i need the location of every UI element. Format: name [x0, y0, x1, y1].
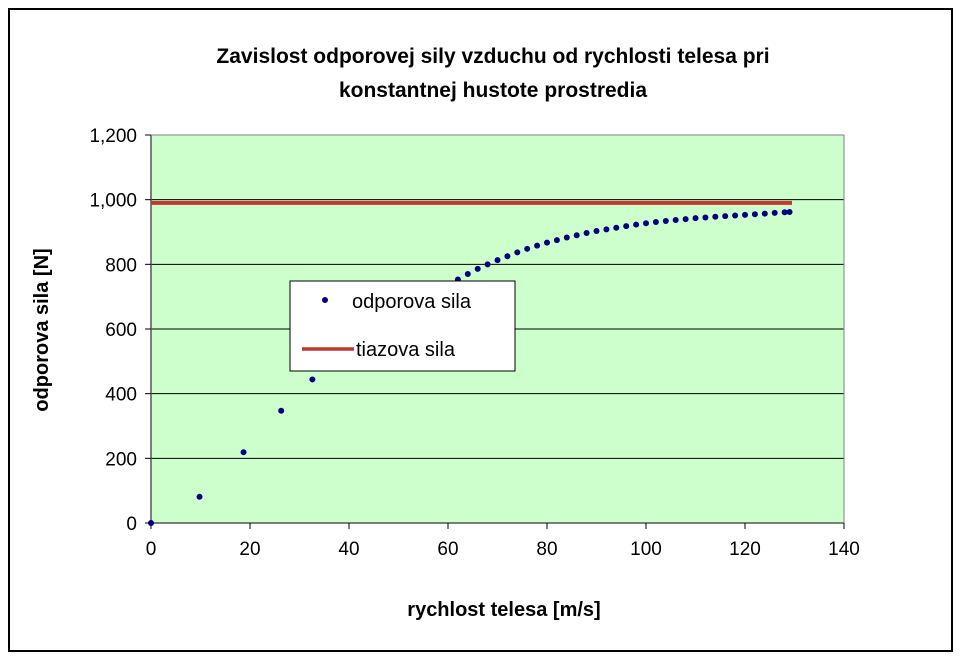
point-odporova-sila-9: [494, 257, 501, 264]
chart-title-line-2: konstantnej hustote prostredia: [339, 79, 647, 102]
point-odporova-sila-13: [534, 242, 541, 249]
x-tick-label-100: 100: [630, 539, 662, 560]
y-tick-label-0: 0: [126, 514, 137, 535]
point-odporova-sila-34: [742, 211, 748, 218]
point-odporova-sila-20: [603, 226, 610, 233]
point-odporova-sila-25: [652, 218, 659, 225]
legend-marker-odporova-sila: [322, 297, 328, 303]
point-odporova-sila-16: [563, 234, 570, 241]
point-odporova-sila-19: [593, 228, 600, 235]
y-tick-label-800: 800: [105, 255, 137, 276]
x-tick-label-40: 40: [338, 539, 359, 560]
legend-label-tiazova-sila: tiazova sila: [356, 339, 456, 361]
chart-title-line-1: Zavislost odporovej sily vzduchu od rych…: [216, 45, 769, 68]
point-odporova-sila-31: [712, 213, 719, 220]
point-odporova-sila-0: [148, 520, 154, 526]
point-odporova-sila-2: [240, 449, 247, 456]
x-tick-label-0: 0: [146, 539, 157, 560]
point-odporova-sila-11: [514, 249, 521, 256]
point-odporova-sila-26: [662, 218, 669, 225]
point-odporova-sila-39: [786, 208, 793, 215]
point-odporova-sila-36: [761, 210, 768, 217]
legend: odporova sila tiazova sila: [289, 280, 516, 372]
chart-svg: Zavislost odporovej sily vzduchu od rych…: [31, 45, 860, 621]
x-tick-label-20: 20: [239, 539, 260, 560]
x-tick-label-140: 140: [828, 539, 860, 560]
point-odporova-sila-22: [623, 223, 630, 230]
point-odporova-sila-21: [613, 224, 620, 231]
y-tick-label-200: 200: [105, 449, 137, 470]
point-odporova-sila-6: [464, 271, 471, 278]
point-odporova-sila-15: [553, 237, 560, 244]
point-odporova-sila-30: [702, 214, 709, 221]
y-tick-label-600: 600: [105, 320, 137, 341]
point-odporova-sila-10: [504, 253, 511, 260]
chart-frame: Zavislost odporovej sily vzduchu od rych…: [8, 8, 953, 652]
point-odporova-sila-35: [751, 211, 758, 218]
legend-box: [289, 280, 516, 372]
point-odporova-sila-18: [583, 229, 590, 236]
x-tick-label-120: 120: [729, 539, 761, 560]
point-odporova-sila-8: [484, 261, 491, 268]
point-odporova-sila-38: [781, 209, 788, 216]
point-odporova-sila-12: [524, 245, 531, 252]
point-odporova-sila-24: [643, 220, 649, 227]
point-odporova-sila-28: [682, 216, 689, 223]
point-odporova-sila-33: [732, 212, 739, 219]
point-odporova-sila-1: [196, 493, 203, 500]
point-odporova-sila-29: [692, 215, 699, 222]
point-odporova-sila-3: [278, 407, 285, 414]
y-tick-label-1200: 1,200: [89, 126, 137, 147]
x-tick-label-80: 80: [536, 539, 557, 560]
y-tick-labels: 0 200 400 600 800 1,000 1,200: [89, 126, 151, 535]
point-odporova-sila-23: [633, 221, 640, 228]
point-odporova-sila-7: [474, 265, 481, 272]
point-odporova-sila-37: [771, 209, 778, 216]
y-tick-label-400: 400: [105, 385, 137, 406]
y-tick-label-1000: 1,000: [89, 191, 137, 212]
point-odporova-sila-14: [544, 239, 550, 246]
point-odporova-sila-4: [309, 376, 316, 383]
point-odporova-sila-27: [672, 217, 679, 224]
legend-label-odporova-sila: odporova sila: [352, 291, 472, 313]
x-tick-labels: 0 20 40 60 80 100 120 140: [146, 523, 860, 560]
x-tick-label-60: 60: [437, 539, 458, 560]
x-axis-title: rychlost telesa [m/s]: [407, 599, 600, 621]
point-odporova-sila-32: [722, 213, 729, 220]
point-odporova-sila-17: [573, 232, 580, 239]
y-axis-title: odporova sila [N]: [31, 248, 53, 411]
